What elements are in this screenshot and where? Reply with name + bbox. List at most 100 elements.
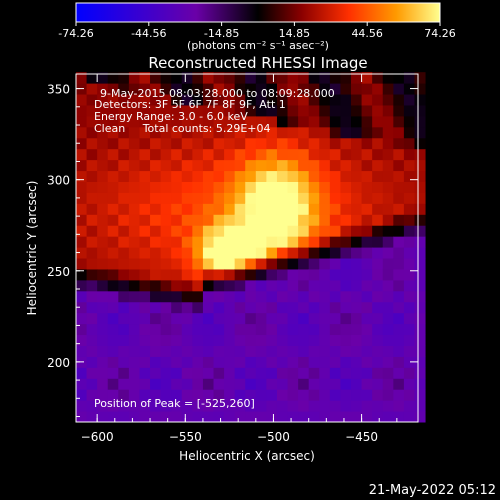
heatmap-cell xyxy=(403,290,415,303)
heatmap-cell xyxy=(86,159,98,172)
heatmap-cell xyxy=(97,268,109,281)
heatmap-cell xyxy=(382,148,394,161)
heatmap-cell xyxy=(319,356,331,368)
heatmap-cell xyxy=(224,334,236,346)
heatmap-cell xyxy=(308,214,320,226)
heatmap-cell xyxy=(171,170,183,182)
heatmap-cell xyxy=(245,258,257,270)
heatmap-cell xyxy=(319,225,331,237)
peak-position-annotation: Position of Peak = [-525,260] xyxy=(94,397,255,410)
heatmap-cell xyxy=(403,225,415,237)
heatmap-cell xyxy=(266,181,278,193)
heatmap-cell xyxy=(192,367,204,379)
heatmap-cell xyxy=(372,367,384,379)
heatmap-cell xyxy=(213,268,225,281)
heatmap-cell xyxy=(308,192,320,204)
heatmap-cell xyxy=(234,356,246,368)
heatmap-cell xyxy=(403,214,415,226)
heatmap-cell xyxy=(171,389,183,401)
heatmap-cell xyxy=(213,356,225,368)
heatmap-cell xyxy=(224,83,236,95)
heatmap-cell xyxy=(118,83,130,95)
heatmap-cell xyxy=(171,312,183,325)
heatmap-cell xyxy=(329,236,341,248)
heatmap-cell xyxy=(107,203,119,215)
heatmap-cell xyxy=(308,334,320,346)
heatmap-cell xyxy=(224,181,236,193)
heatmap-cell xyxy=(97,258,109,270)
heatmap-cell xyxy=(414,247,426,259)
heatmap-cell xyxy=(234,378,246,390)
heatmap-cell xyxy=(351,411,363,423)
heatmap-cell xyxy=(287,83,299,95)
heatmap-cell xyxy=(181,83,193,95)
heatmap-cell xyxy=(192,94,204,106)
heatmap-cell xyxy=(139,148,151,161)
heatmap-cell xyxy=(308,225,320,237)
heatmap-cell xyxy=(160,356,172,368)
heatmap-cell xyxy=(76,159,88,172)
heatmap-cell xyxy=(287,192,299,204)
heatmap-cell xyxy=(298,159,310,172)
heatmap-cell xyxy=(107,301,119,314)
heatmap-cell xyxy=(150,279,162,292)
heatmap-cell xyxy=(107,104,119,117)
heatmap-cell xyxy=(403,192,415,204)
heatmap-cell xyxy=(128,411,140,423)
heatmap-cell xyxy=(414,83,426,95)
heatmap-cell xyxy=(118,400,130,412)
heatmap-cell xyxy=(276,170,289,182)
heatmap-cell xyxy=(266,301,278,314)
heatmap-cell xyxy=(97,148,109,161)
heatmap-cell xyxy=(192,268,204,281)
heatmap-cell xyxy=(382,137,394,150)
heatmap-cell xyxy=(372,389,384,401)
heatmap-cell xyxy=(276,389,289,401)
heatmap-cell xyxy=(107,214,119,226)
heatmap-cell xyxy=(287,378,299,390)
heatmap-cell xyxy=(139,72,151,84)
heatmap-cell xyxy=(372,83,384,95)
heatmap-cell xyxy=(319,115,331,128)
heatmap-cell xyxy=(266,268,278,281)
heatmap-cell xyxy=(76,312,88,325)
heatmap-cell xyxy=(202,181,215,193)
heatmap-cell xyxy=(213,400,225,412)
heatmap-cell xyxy=(393,83,405,95)
heatmap-cell xyxy=(192,148,204,161)
heatmap-cell xyxy=(298,301,310,314)
heatmap-cell xyxy=(139,323,151,336)
heatmap-cell xyxy=(340,400,352,412)
heatmap-cell xyxy=(76,389,88,401)
heatmap-cell xyxy=(361,104,373,117)
colorbar-unit-label: (photons cm⁻² s⁻¹ asec⁻²) xyxy=(187,39,329,52)
heatmap-cell xyxy=(340,389,352,401)
heatmap-cell xyxy=(139,137,151,150)
heatmap-cell xyxy=(202,170,215,182)
heatmap-cell xyxy=(107,159,119,172)
heatmap-cell xyxy=(128,203,140,215)
heatmap-cell xyxy=(86,83,98,95)
heatmap-cell xyxy=(414,367,426,379)
heatmap-cell xyxy=(276,367,289,379)
heatmap-cell xyxy=(139,312,151,325)
heatmap-cell xyxy=(107,268,119,281)
heatmap-cell xyxy=(181,258,193,270)
colorbar-tick-label: -14.85 xyxy=(204,27,239,40)
heatmap-cell xyxy=(150,258,162,270)
heatmap-cell xyxy=(319,148,331,161)
heatmap-cell xyxy=(351,389,363,401)
heatmap-cell xyxy=(372,181,384,193)
heatmap-cell xyxy=(414,148,426,161)
heatmap-cell xyxy=(319,279,331,292)
heatmap-cell xyxy=(213,247,225,259)
heatmap-cell xyxy=(393,126,405,139)
heatmap-cell xyxy=(276,159,289,172)
heatmap-cell xyxy=(150,94,162,106)
heatmap-cell xyxy=(118,181,130,193)
heatmap-cell xyxy=(160,236,172,248)
heatmap-cell xyxy=(361,126,373,139)
heatmap-cell xyxy=(319,389,331,401)
heatmap-cell xyxy=(171,367,183,379)
heatmap-cell xyxy=(245,236,257,248)
